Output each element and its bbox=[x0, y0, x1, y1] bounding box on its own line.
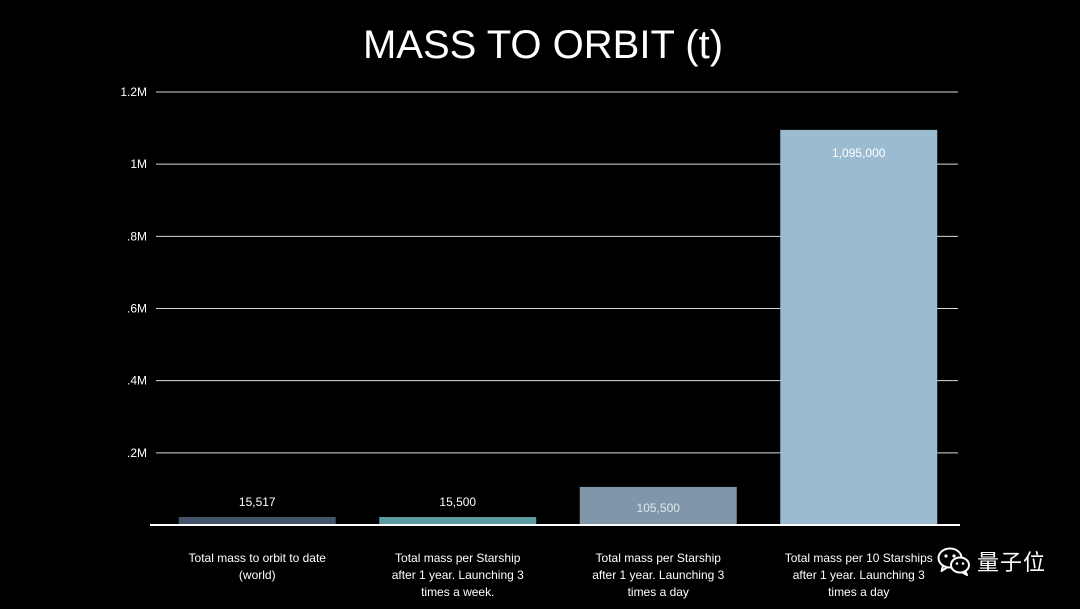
category-label: Total mass per Starship bbox=[596, 551, 722, 565]
category-label: Total mass per 10 Starships bbox=[785, 551, 933, 565]
bar bbox=[579, 486, 737, 525]
category-label: times a week. bbox=[421, 585, 494, 599]
wechat-icon bbox=[937, 547, 970, 576]
chart-title: MASS TO ORBIT (t) bbox=[363, 23, 723, 67]
bar bbox=[379, 517, 537, 525]
watermark-text: 量子位 bbox=[976, 551, 1046, 576]
bars bbox=[178, 129, 938, 525]
category-label: times a day bbox=[828, 585, 889, 599]
y-tick-label: .8M bbox=[127, 229, 147, 243]
y-tick-label: 1.2M bbox=[120, 85, 147, 99]
data-label: 15,517 bbox=[239, 495, 276, 509]
data-label: 105,500 bbox=[637, 501, 681, 515]
watermark: 量子位 bbox=[937, 545, 1046, 577]
category-label: after 1 year. Launching 3 bbox=[793, 568, 925, 582]
y-axis-tick-labels: .2M .4M .6M .8M 1M 1.2M bbox=[120, 85, 147, 460]
y-tick-label: .6M bbox=[127, 302, 147, 316]
data-label: 1,095,000 bbox=[832, 146, 886, 160]
data-label: 15,500 bbox=[439, 495, 476, 509]
category-label: times a day bbox=[628, 585, 689, 599]
category-label: after 1 year. Launching 3 bbox=[592, 568, 724, 582]
category-label: Total mass to orbit to date bbox=[189, 551, 327, 565]
category-label: after 1 year. Launching 3 bbox=[392, 568, 524, 582]
category-label: (world) bbox=[239, 568, 276, 582]
category-labels: Total mass to orbit to date (world) Total … bbox=[189, 551, 933, 599]
bar bbox=[780, 129, 938, 525]
y-tick-label: .4M bbox=[127, 374, 147, 388]
data-labels: 15,517 15,500 105,500 1,095,000 bbox=[239, 146, 886, 515]
y-tick-label: .2M bbox=[127, 446, 147, 460]
y-tick-label: 1M bbox=[130, 157, 147, 171]
category-label: Total mass per Starship bbox=[395, 551, 521, 565]
bar bbox=[178, 517, 336, 525]
